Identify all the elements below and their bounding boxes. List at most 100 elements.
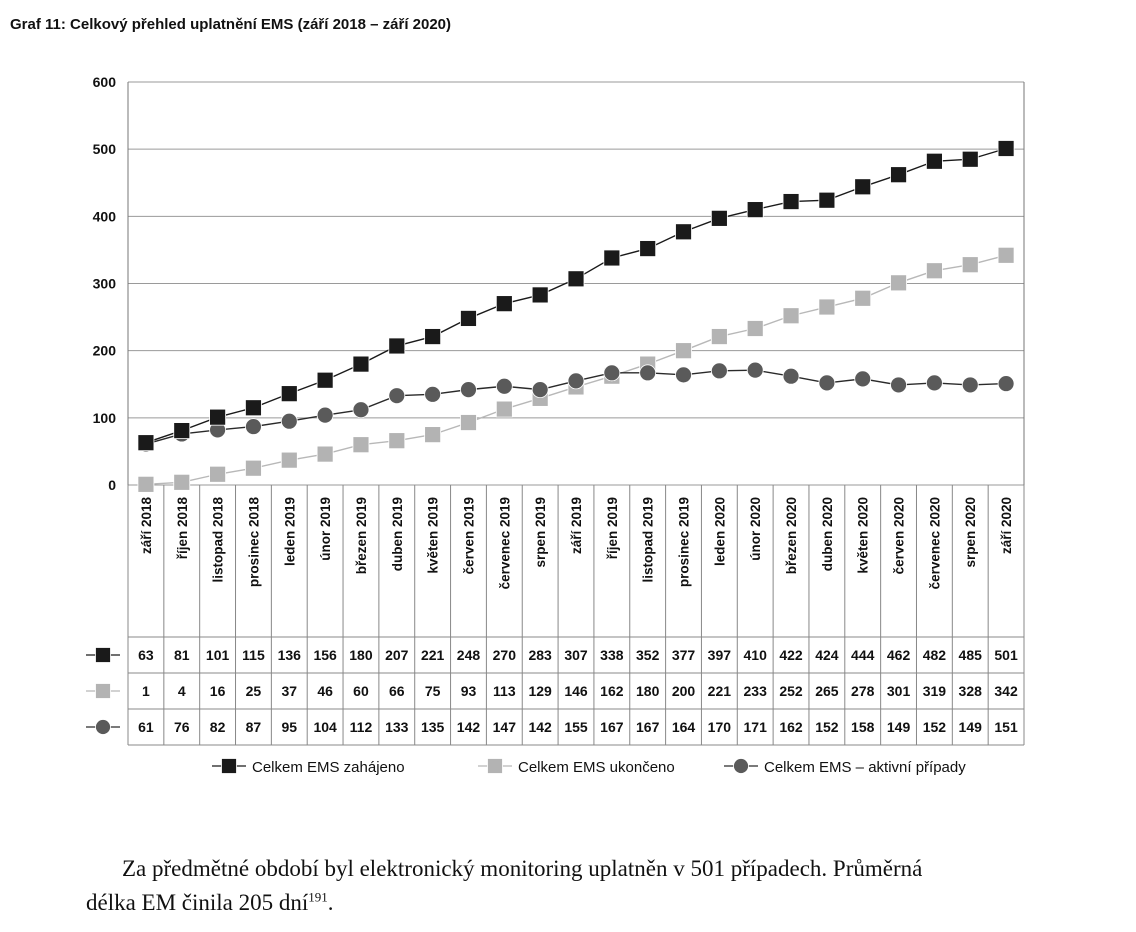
data-point-square: [280, 451, 298, 469]
table-value-cell: 133: [385, 719, 409, 735]
paragraph-line-2-text: délka EM činila 205 dní: [86, 890, 309, 915]
data-point-square: [710, 209, 728, 227]
data-point-square: [926, 152, 943, 170]
legend-key-marker: [221, 758, 237, 774]
table-value-cell: 167: [600, 719, 624, 735]
data-point-circle: [567, 372, 585, 390]
data-point-square: [495, 400, 513, 418]
data-point-square: [854, 289, 872, 307]
data-point-circle: [639, 364, 657, 382]
data-point-circle: [316, 406, 334, 424]
data-point-square: [926, 262, 943, 280]
data-point-circle: [961, 376, 979, 394]
table-value-cell: 424: [815, 647, 839, 663]
table-value-cell: 422: [779, 647, 803, 663]
x-category-label: duben 2019: [390, 497, 405, 571]
data-point-square: [352, 436, 370, 454]
x-category-label: únor 2019: [318, 497, 333, 561]
table-value-cell: 338: [600, 647, 624, 663]
table-row-key-marker: [95, 719, 111, 735]
legend-label: Celkem EMS ukončeno: [518, 759, 675, 776]
data-point-square: [137, 434, 155, 452]
table-value-cell: 162: [779, 719, 803, 735]
table-value-cell: 462: [887, 647, 911, 663]
table-value-cell: 113: [493, 683, 516, 699]
table-value-cell: 482: [923, 647, 947, 663]
y-tick-label: 0: [108, 477, 116, 493]
data-point-circle: [926, 374, 943, 392]
table-value-cell: 147: [493, 719, 517, 735]
data-point-square: [245, 399, 262, 417]
legend: Celkem EMS zahájeno Celkem EMS ukončeno Ce…: [212, 758, 966, 776]
table-value-cell: 66: [389, 683, 405, 699]
x-category-label: říjen 2018: [175, 497, 190, 560]
x-category-label: květen 2020: [856, 497, 871, 574]
table-value-cell: 115: [242, 647, 265, 663]
table-value-cell: 146: [564, 683, 588, 699]
table-value-cell: 162: [600, 683, 624, 699]
data-point-square: [675, 342, 692, 360]
table-value-cell: 87: [246, 719, 262, 735]
data-point-circle: [890, 376, 907, 394]
data-point-circle: [460, 381, 477, 399]
table-value-cell: 151: [994, 719, 1018, 735]
table-value-cell: 156: [313, 647, 337, 663]
data-point-square: [746, 320, 764, 337]
x-category-label: září 2018: [139, 497, 154, 555]
data-point-square: [961, 150, 979, 168]
data-point-square: [495, 295, 513, 313]
data-point-square: [424, 426, 442, 444]
table-value-cell: 63: [138, 647, 154, 663]
x-category-label: duben 2020: [820, 497, 835, 571]
table-value-cell: 101: [206, 647, 230, 663]
data-point-square: [890, 274, 907, 292]
y-axis-ticks: 0 100 200 300 400 500 600: [93, 74, 117, 493]
legend-key-marker: [733, 758, 749, 774]
data-point-square: [782, 193, 800, 210]
table-value-cell: 307: [564, 647, 588, 663]
data-point-circle: [424, 385, 442, 403]
data-point-square: [854, 178, 872, 196]
y-tick-label: 500: [93, 141, 117, 157]
data-point-square: [352, 355, 370, 373]
table-value-cell: 149: [959, 719, 983, 735]
data-point-square: [710, 328, 728, 345]
table-value-cell: 342: [994, 683, 1018, 699]
y-tick-label: 600: [93, 74, 117, 90]
table-value-cell: 167: [636, 719, 660, 735]
table-value-cell: 93: [461, 683, 477, 699]
table-value-cell: 377: [672, 647, 696, 663]
table-value-cell: 4: [178, 683, 186, 699]
table-value-cell: 171: [744, 719, 768, 735]
table-value-cell: 301: [887, 683, 911, 699]
data-point-square: [961, 256, 979, 274]
table-value-cell: 1: [142, 683, 150, 699]
data-point-circle: [818, 374, 836, 392]
data-point-circle: [531, 381, 549, 399]
data-point-circle: [495, 377, 513, 395]
figure-title: Graf 11: Celkový přehled uplatnění EMS (…: [10, 16, 452, 33]
table-value-cell: 252: [779, 683, 803, 699]
x-category-label: listopad 2019: [641, 497, 656, 583]
x-category-label: leden 2019: [282, 497, 297, 566]
data-point-square: [137, 475, 155, 493]
data-point-square: [245, 459, 262, 477]
data-point-circle: [603, 364, 621, 382]
table-value-cell: 170: [708, 719, 732, 735]
x-category-label: červen 2020: [892, 497, 907, 574]
table-value-cell: 410: [744, 647, 768, 663]
table-value-cell: 200: [672, 683, 696, 699]
paragraph-line-2-end: .: [327, 890, 334, 915]
table-value-cell: 485: [959, 647, 983, 663]
data-point-circle: [782, 367, 800, 385]
x-category-label: září 2020: [999, 497, 1014, 554]
data-point-square: [675, 223, 692, 241]
data-point-circle: [388, 387, 406, 405]
table-value-cell: 81: [174, 647, 190, 663]
data-point-circle: [997, 375, 1015, 392]
table-value-cell: 352: [636, 647, 660, 663]
x-category-label: červenec 2019: [497, 497, 512, 589]
data-point-square: [782, 307, 800, 325]
table-value-cell: 46: [317, 683, 333, 699]
table-value-cell: 221: [421, 647, 445, 663]
